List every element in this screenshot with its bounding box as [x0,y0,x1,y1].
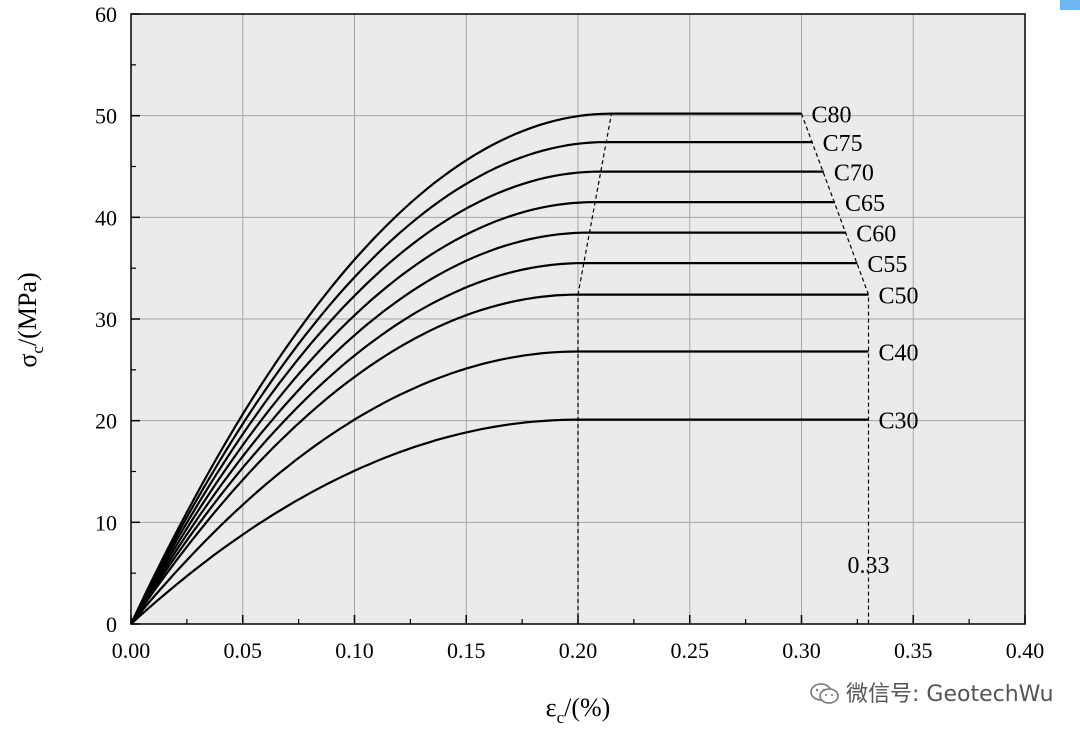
y-axis-title: σc/(MPa) [13,272,47,367]
series-line-c80 [130,112,802,625]
y-tick-label: 10 [95,510,117,535]
series-line-c65 [130,201,835,625]
series-line-c50 [130,293,869,625]
series-label-c30: C30 [879,409,919,435]
x-tick-label: 0.00 [112,638,151,663]
x-axis-title: εc/(%) [546,693,611,727]
x-tick-label: 0.40 [1006,638,1045,663]
series-line-c55 [130,262,858,625]
wechat-icon [810,683,839,704]
x-tick-label: 0.15 [447,638,486,663]
series-line-c30 [130,418,869,625]
series-label-c70: C70 [834,161,874,187]
y-tick-label: 50 [95,104,117,129]
x-tick-label: 0.20 [559,638,598,663]
x-tick-label: 0.10 [335,638,374,663]
watermark-text: 微信号: GeotechWu [846,682,1054,707]
x-tick-label: 0.05 [224,638,263,663]
watermark: 微信号: GeotechWu [810,676,1054,708]
annotation-ultimate-strain: 0.33 [848,553,890,579]
y-tick-label: 30 [95,307,117,332]
x-tick-label: 0.25 [671,638,710,663]
series-line-c75 [130,141,813,625]
series-label-c55: C55 [867,252,907,278]
series-label-c80: C80 [812,103,852,129]
series-label-c40: C40 [879,341,919,367]
series-line-c70 [130,170,824,625]
y-tick-label: 0 [106,612,117,637]
series-lines [130,112,869,625]
series-label-c75: C75 [823,131,863,157]
series-line-c40 [130,350,869,625]
series-label-c65: C65 [845,191,885,217]
y-tick-label: 20 [95,409,117,434]
x-tick-label: 0.35 [894,638,933,663]
dashed-guide-line [800,113,870,624]
y-tick-label: 60 [95,2,117,27]
x-tick-label: 0.30 [782,638,821,663]
axis-ticks: 0.00 0.05 0.10 0.15 0.20 0.25 0.30 0.35 0.40 0 10 2… [95,2,1044,663]
series-label-c60: C60 [856,222,896,248]
annotations: 0.33 [848,553,890,579]
y-tick-label: 40 [95,205,117,230]
series-label-c50: C50 [879,284,919,310]
series-line-c60 [130,231,847,625]
corner-accent [1060,0,1080,10]
